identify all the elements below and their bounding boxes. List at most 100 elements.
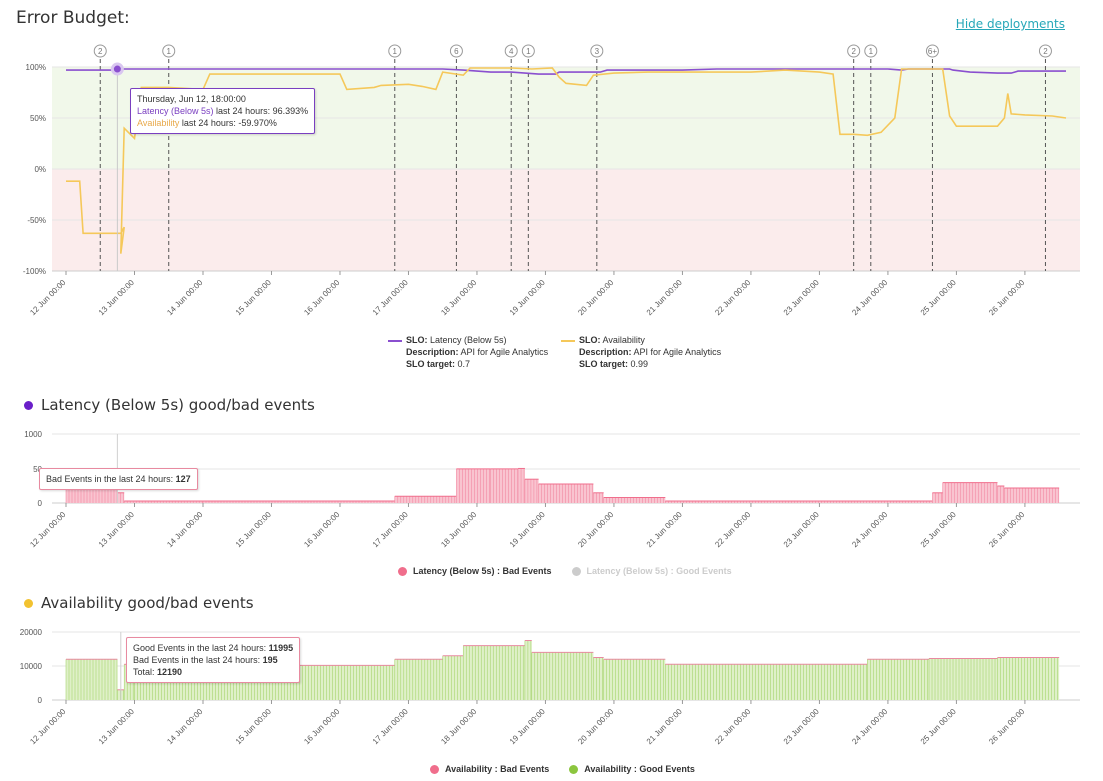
legend-slo-name: Availability	[602, 335, 645, 345]
latency-legend[interactable]: Latency (Below 5s) : Bad Events Latency …	[398, 566, 732, 576]
availability-legend[interactable]: Availability : Bad Events Availability :…	[430, 764, 695, 774]
x-tick-label: 16 Jun 00:00	[302, 278, 341, 317]
y-tick-label: 50%	[30, 114, 46, 123]
x-tick-label: 15 Jun 00:00	[234, 278, 273, 317]
availability-tooltip-total-value: 12190	[157, 667, 183, 677]
deployment-marker	[388, 44, 402, 58]
availability-section-title: Availability good/bad events	[24, 594, 254, 612]
legend-target: 0.7	[457, 359, 471, 369]
bar-segment	[603, 497, 666, 503]
latency-dot-icon	[24, 400, 33, 410]
legend-desc-label: Description:	[406, 347, 459, 357]
latency-good-dot-icon	[571, 566, 581, 576]
deployment-marker	[847, 44, 861, 58]
x-tick-label: 21 Jun 00:00	[645, 707, 684, 746]
deployment-label: 2	[1043, 47, 1048, 56]
x-tick-label: 17 Jun 00:00	[371, 278, 410, 317]
y-tick-label: 0	[38, 696, 43, 705]
x-tick-label: 13 Jun 00:00	[97, 278, 136, 317]
latency-events-chart[interactable]: 1000 50 0 12 Jun 00:00 13 Jun 00:00 14 Jun 00…	[0, 425, 1103, 575]
y-tick-label: 100%	[26, 63, 46, 72]
bar-segment	[538, 483, 594, 503]
x-tick-label: 12 Jun 00:00	[28, 278, 67, 317]
x-tick-label: 24 Jun 00:00	[850, 707, 889, 746]
bar-segment	[456, 468, 491, 503]
legend-availability[interactable]: SLO: Availability Description: API for A…	[561, 334, 721, 370]
x-tick-label: 20 Jun 00:00	[576, 510, 615, 549]
bar-segment	[997, 657, 1060, 700]
x-tick-label: 18 Jun 00:00	[439, 707, 478, 746]
error-budget-tooltip: Thursday, Jun 12, 18:00:00 Latency (Belo…	[130, 88, 316, 134]
latency-tooltip: Bad Events in the last 24 hours: 127	[39, 468, 198, 490]
availability-tooltip-total-label: Total:	[133, 667, 158, 677]
x-tick-label: 19 Jun 00:00	[508, 510, 547, 549]
legend-slo-name: Latency (Below 5s)	[430, 335, 507, 345]
deployment-label: 2	[851, 47, 856, 56]
availability-dot-icon	[24, 598, 33, 608]
bar-segment	[490, 468, 519, 503]
x-tick-label: 16 Jun 00:00	[302, 510, 341, 549]
availability-bad-dot-icon	[430, 764, 439, 774]
availability-legend-bad[interactable]: Availability : Bad Events	[445, 764, 550, 774]
deployment-label: 6+	[928, 47, 937, 56]
y-tick-label: 0%	[34, 165, 46, 174]
deployment-label: 4	[509, 47, 514, 56]
x-tick-label: 26 Jun 00:00	[987, 510, 1026, 549]
bar-segment	[665, 500, 933, 503]
legend-latency[interactable]: SLO: Latency (Below 5s) Description: API…	[388, 334, 548, 370]
x-tick-label: 17 Jun 00:00	[371, 510, 410, 549]
bar-segment	[997, 486, 1005, 503]
hover-point	[110, 62, 124, 76]
availability-legend-good[interactable]: Availability : Good Events	[584, 764, 695, 774]
x-tick-label: 25 Jun 00:00	[919, 278, 958, 317]
legend-latency-swatch	[388, 339, 402, 342]
x-tick-label: 14 Jun 00:00	[165, 707, 204, 746]
bar-segment	[394, 496, 457, 503]
deployment-label: 6	[454, 47, 459, 56]
y-tick-label: -50%	[27, 216, 46, 225]
tooltip-date: Thursday, Jun 12, 18:00:00	[137, 94, 246, 104]
error-budget-chart[interactable]: 100% 50% 0% -50% -100% 12 Jun 00:00 13 Jun 00:…	[0, 40, 1103, 370]
availability-tooltip: Good Events in the last 24 hours: 11995 …	[126, 637, 301, 683]
x-tick-label: 19 Jun 00:00	[508, 278, 547, 317]
bar-segment	[442, 655, 464, 700]
y-tick-label: 20000	[20, 628, 43, 637]
bar-segment	[518, 468, 525, 503]
legend-target: 0.99	[630, 359, 649, 369]
bar-segment	[463, 645, 525, 700]
hide-deployments-link[interactable]: Hide deployments	[955, 17, 1065, 31]
deployment-marker	[590, 44, 604, 58]
x-tick-label: 13 Jun 00:00	[97, 510, 136, 549]
legend-desc: API for Agile Analytics	[460, 347, 549, 357]
bar-segment	[929, 658, 998, 700]
x-tick-label: 21 Jun 00:00	[645, 510, 684, 549]
deployment-label: 1	[869, 47, 874, 56]
bar-segment	[117, 492, 125, 503]
latency-section-title: Latency (Below 5s) good/bad events	[24, 396, 315, 414]
bar-segment	[932, 492, 943, 503]
latency-tooltip-value: 127	[175, 474, 191, 484]
bar-segment	[66, 659, 118, 700]
x-tick-label: 14 Jun 00:00	[165, 278, 204, 317]
latency-legend-bad[interactable]: Latency (Below 5s) : Bad Events	[413, 566, 552, 576]
legend-target-label: SLO target:	[406, 359, 456, 369]
x-tick-label: 26 Jun 00:00	[987, 278, 1026, 317]
x-tick-label: 24 Jun 00:00	[850, 278, 889, 317]
y-tick-label: 1000	[24, 430, 42, 439]
deployment-label: 2	[98, 47, 103, 56]
latency-bad-dot-icon	[398, 566, 407, 576]
bar-segment	[524, 640, 532, 700]
legend-slo-label: SLO:	[406, 335, 428, 345]
x-tick-label: 22 Jun 00:00	[713, 278, 752, 317]
x-tick-label: 17 Jun 00:00	[371, 707, 410, 746]
x-tick-label: 24 Jun 00:00	[850, 510, 889, 549]
availability-tooltip-bad-label: Bad Events in the last 24 hours:	[133, 655, 263, 665]
latency-legend-good[interactable]: Latency (Below 5s) : Good Events	[586, 566, 732, 576]
x-tick-label: 25 Jun 00:00	[919, 707, 958, 746]
x-tick-label: 20 Jun 00:00	[576, 278, 615, 317]
x-tick-label: 15 Jun 00:00	[234, 707, 273, 746]
deployment-label: 1	[526, 47, 531, 56]
x-tick-label: 21 Jun 00:00	[645, 278, 684, 317]
bar-segment	[593, 492, 604, 503]
x-tick-label: 26 Jun 00:00	[987, 707, 1026, 746]
